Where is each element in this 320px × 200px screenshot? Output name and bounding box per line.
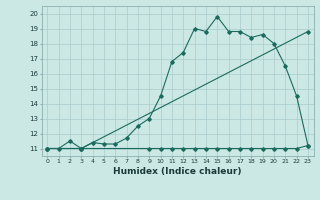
X-axis label: Humidex (Indice chaleur): Humidex (Indice chaleur): [113, 167, 242, 176]
